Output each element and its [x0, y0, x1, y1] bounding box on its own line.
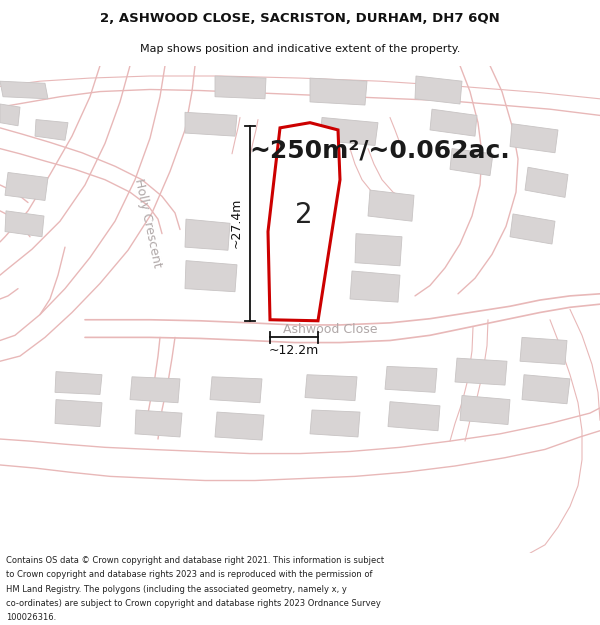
Polygon shape	[305, 375, 357, 401]
Polygon shape	[55, 372, 102, 394]
Polygon shape	[35, 119, 68, 140]
Polygon shape	[210, 377, 262, 402]
Text: 2, ASHWOOD CLOSE, SACRISTON, DURHAM, DH7 6QN: 2, ASHWOOD CLOSE, SACRISTON, DURHAM, DH7…	[100, 12, 500, 25]
Polygon shape	[415, 76, 462, 104]
Polygon shape	[268, 122, 340, 321]
Polygon shape	[320, 118, 378, 146]
Text: HM Land Registry. The polygons (including the associated geometry, namely x, y: HM Land Registry. The polygons (includin…	[6, 585, 347, 594]
Polygon shape	[450, 149, 493, 176]
Polygon shape	[185, 219, 230, 250]
Polygon shape	[310, 410, 360, 437]
Polygon shape	[385, 366, 437, 392]
Polygon shape	[185, 261, 237, 292]
Polygon shape	[368, 190, 414, 221]
Text: co-ordinates) are subject to Crown copyright and database rights 2023 Ordnance S: co-ordinates) are subject to Crown copyr…	[6, 599, 381, 608]
Polygon shape	[55, 399, 102, 427]
Text: Contains OS data © Crown copyright and database right 2021. This information is : Contains OS data © Crown copyright and d…	[6, 556, 384, 565]
Text: 100026316.: 100026316.	[6, 614, 56, 622]
Polygon shape	[525, 168, 568, 198]
Polygon shape	[430, 109, 477, 136]
Polygon shape	[5, 173, 48, 201]
Polygon shape	[0, 81, 48, 99]
Polygon shape	[510, 214, 555, 244]
Text: ~12.2m: ~12.2m	[269, 344, 319, 357]
Text: Holly Crescent: Holly Crescent	[132, 177, 164, 269]
Polygon shape	[510, 124, 558, 152]
Text: to Crown copyright and database rights 2023 and is reproduced with the permissio: to Crown copyright and database rights 2…	[6, 571, 373, 579]
Text: Ashwood Close: Ashwood Close	[283, 322, 377, 336]
Polygon shape	[522, 375, 570, 404]
Polygon shape	[310, 78, 367, 105]
Polygon shape	[520, 338, 567, 364]
Polygon shape	[350, 271, 400, 302]
Text: ~27.4m: ~27.4m	[229, 198, 242, 249]
Polygon shape	[215, 412, 264, 440]
Polygon shape	[215, 76, 266, 99]
Text: 2: 2	[295, 201, 312, 229]
Polygon shape	[0, 104, 20, 126]
Polygon shape	[130, 377, 180, 402]
Polygon shape	[460, 396, 510, 424]
Polygon shape	[355, 234, 402, 266]
Polygon shape	[455, 358, 507, 385]
Text: ~250m²/~0.062ac.: ~250m²/~0.062ac.	[250, 139, 511, 162]
Polygon shape	[185, 112, 237, 136]
Text: Map shows position and indicative extent of the property.: Map shows position and indicative extent…	[140, 44, 460, 54]
Polygon shape	[135, 410, 182, 437]
Polygon shape	[5, 211, 44, 237]
Polygon shape	[388, 402, 440, 431]
